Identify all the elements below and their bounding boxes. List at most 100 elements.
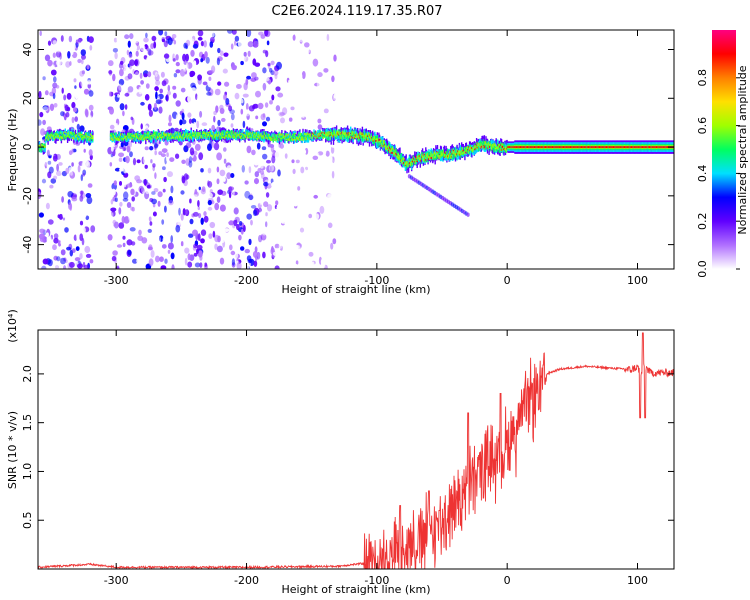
spectrogram-trace-cell <box>328 134 331 141</box>
spectrogram-trace-cell <box>284 135 286 138</box>
spectrogram-trace-cell <box>332 130 335 145</box>
spectrogram-trace-cell <box>145 133 147 135</box>
spectrogram-trace-cell <box>346 133 349 139</box>
spectrogram-trace-cell <box>150 135 152 140</box>
spectrogram-cell <box>122 235 126 240</box>
spectrogram-cell <box>112 73 116 82</box>
spectrogram-trace-cell <box>281 133 283 136</box>
spectrogram-trace-cell <box>502 143 504 147</box>
spectrogram-trace-cell <box>294 137 296 139</box>
spectrogram-trace-cell <box>456 150 458 156</box>
spectrogram-trace-cell <box>556 146 558 149</box>
spectrogram-trace-cell <box>248 134 250 138</box>
spectrogram-trace-cell <box>470 147 472 149</box>
spectrogram-trace-cell <box>442 153 444 162</box>
spectrogram-cell <box>216 178 220 185</box>
spectrogram-cell <box>52 52 56 58</box>
spectrogram-trace-cell <box>48 135 51 137</box>
spectrogram-trace-cell <box>131 138 134 141</box>
spectrogram-trace-cell <box>267 137 269 139</box>
spectrogram-trace-cell <box>297 134 299 136</box>
spectrogram-trace-cell <box>127 136 129 142</box>
spectrogram-trace-cell <box>454 147 457 154</box>
spectrogram-cell <box>240 99 244 104</box>
spectrogram-cell <box>297 114 303 122</box>
spectrogram-cell <box>184 257 188 266</box>
spectrogram-trace-cell <box>389 148 392 153</box>
spectrogram-trace-cell <box>463 150 465 154</box>
spectrogram-trace-cell <box>260 135 263 138</box>
spectrogram-cell <box>289 145 294 152</box>
spectrogram-cell <box>126 107 133 115</box>
spectrogram-cell <box>333 93 339 99</box>
spectrogram-trace-cell <box>242 135 244 140</box>
spectrogram-trace-cell <box>224 131 226 136</box>
spectrogram-trace-cell <box>58 133 60 137</box>
spectrogram-cell <box>216 196 221 203</box>
spectrogram-cell <box>252 58 257 66</box>
spectrogram-trace-cell <box>239 131 242 135</box>
spectrogram-cell <box>157 246 163 251</box>
spectrogram-trace-cell <box>448 153 450 155</box>
spectrogram-cell <box>173 73 178 78</box>
spectrogram-trace-cell <box>272 138 274 143</box>
spectrogram-trace-cell <box>404 160 407 165</box>
spectrogram-trace-cell <box>50 134 52 138</box>
spectrogram-trace-cell <box>388 144 390 149</box>
spectrogram-trace-cell <box>372 138 375 142</box>
spectrogram-cell <box>250 226 256 233</box>
spectrogram-cell <box>311 51 316 57</box>
spectrogram-trace-cell <box>162 136 164 139</box>
spectrogram-trace-cell <box>431 153 433 157</box>
spectrogram-trace-cell <box>241 134 243 138</box>
spectrogram-trace-cell <box>59 131 61 135</box>
spectrogram-trace-cell <box>80 134 82 142</box>
spectrogram-trace-cell <box>129 135 131 139</box>
spectrogram-cell <box>254 178 259 185</box>
spectrogram-trace-cell <box>365 135 367 138</box>
spectrogram-trace-cell <box>218 133 220 135</box>
spectrogram-trace-cell <box>138 136 141 140</box>
spectrogram-trace-cell <box>175 137 177 138</box>
spectrogram-cell <box>113 231 120 238</box>
spectrogram-trace-cell <box>525 146 528 149</box>
spectrogram-trace-cell <box>364 136 367 140</box>
spectrogram-trace-cell <box>171 136 174 138</box>
spectrogram-trace-cell <box>395 152 397 155</box>
spectrogram-trace-cell <box>219 136 221 139</box>
spectrogram-cell <box>81 54 86 60</box>
spectrogram-trace-cell <box>337 130 339 134</box>
spectrogram-trace-cell <box>144 137 146 140</box>
spectrogram-trace-cell <box>406 161 408 164</box>
spectrogram-trace-cell <box>321 131 324 133</box>
spectrogram-cell <box>200 217 204 225</box>
spectrogram-cell <box>299 227 305 233</box>
spectrogram-trace-cell <box>561 146 564 149</box>
spectrogram-trace-cell <box>445 151 447 155</box>
spectrogram-cell <box>212 230 216 238</box>
spectrogram-trace-cell <box>298 138 300 142</box>
spectrogram-cell <box>242 120 246 129</box>
spectrogram-trace-cell <box>439 153 441 156</box>
spectrogram-cell <box>238 234 242 241</box>
spectrogram-cell <box>295 159 300 164</box>
spectrogram-trace-cell <box>319 130 321 135</box>
spectrogram-trace-cell <box>455 153 457 158</box>
spectrogram-trace-cell <box>533 146 535 149</box>
spectrogram-trace-cell <box>41 143 44 146</box>
spectrogram-cell <box>122 242 126 248</box>
spectrogram-cell <box>53 255 58 261</box>
spectrogram-cell <box>230 83 235 92</box>
spectrogram-trace-cell <box>493 145 496 152</box>
spectrogram-cell <box>44 54 51 62</box>
spectrogram-cell <box>306 91 310 99</box>
spectrogram-cell <box>284 97 290 102</box>
spectrogram-cell <box>39 77 42 84</box>
spectrogram-cell <box>143 37 149 43</box>
spectrogram-cell <box>296 251 301 257</box>
spectrogram-cell <box>79 101 85 110</box>
spectrogram-trace-cell <box>211 137 213 139</box>
spectrogram-cell <box>319 205 325 214</box>
spectrogram-trace-cell <box>46 135 48 143</box>
spectrogram-trace-cell <box>79 133 81 137</box>
